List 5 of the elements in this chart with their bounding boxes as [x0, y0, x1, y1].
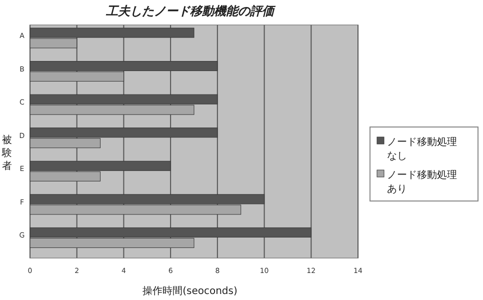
- y-axis-title: 被験者: [1, 134, 12, 172]
- chart-title: 工夫したノード移動機能の評価: [105, 4, 276, 18]
- legend-label: ノード移動処理なし: [387, 136, 457, 162]
- x-axis-title: 操作時間(seoconds): [142, 285, 238, 297]
- legend-label: ノード移動処理あり: [387, 169, 457, 195]
